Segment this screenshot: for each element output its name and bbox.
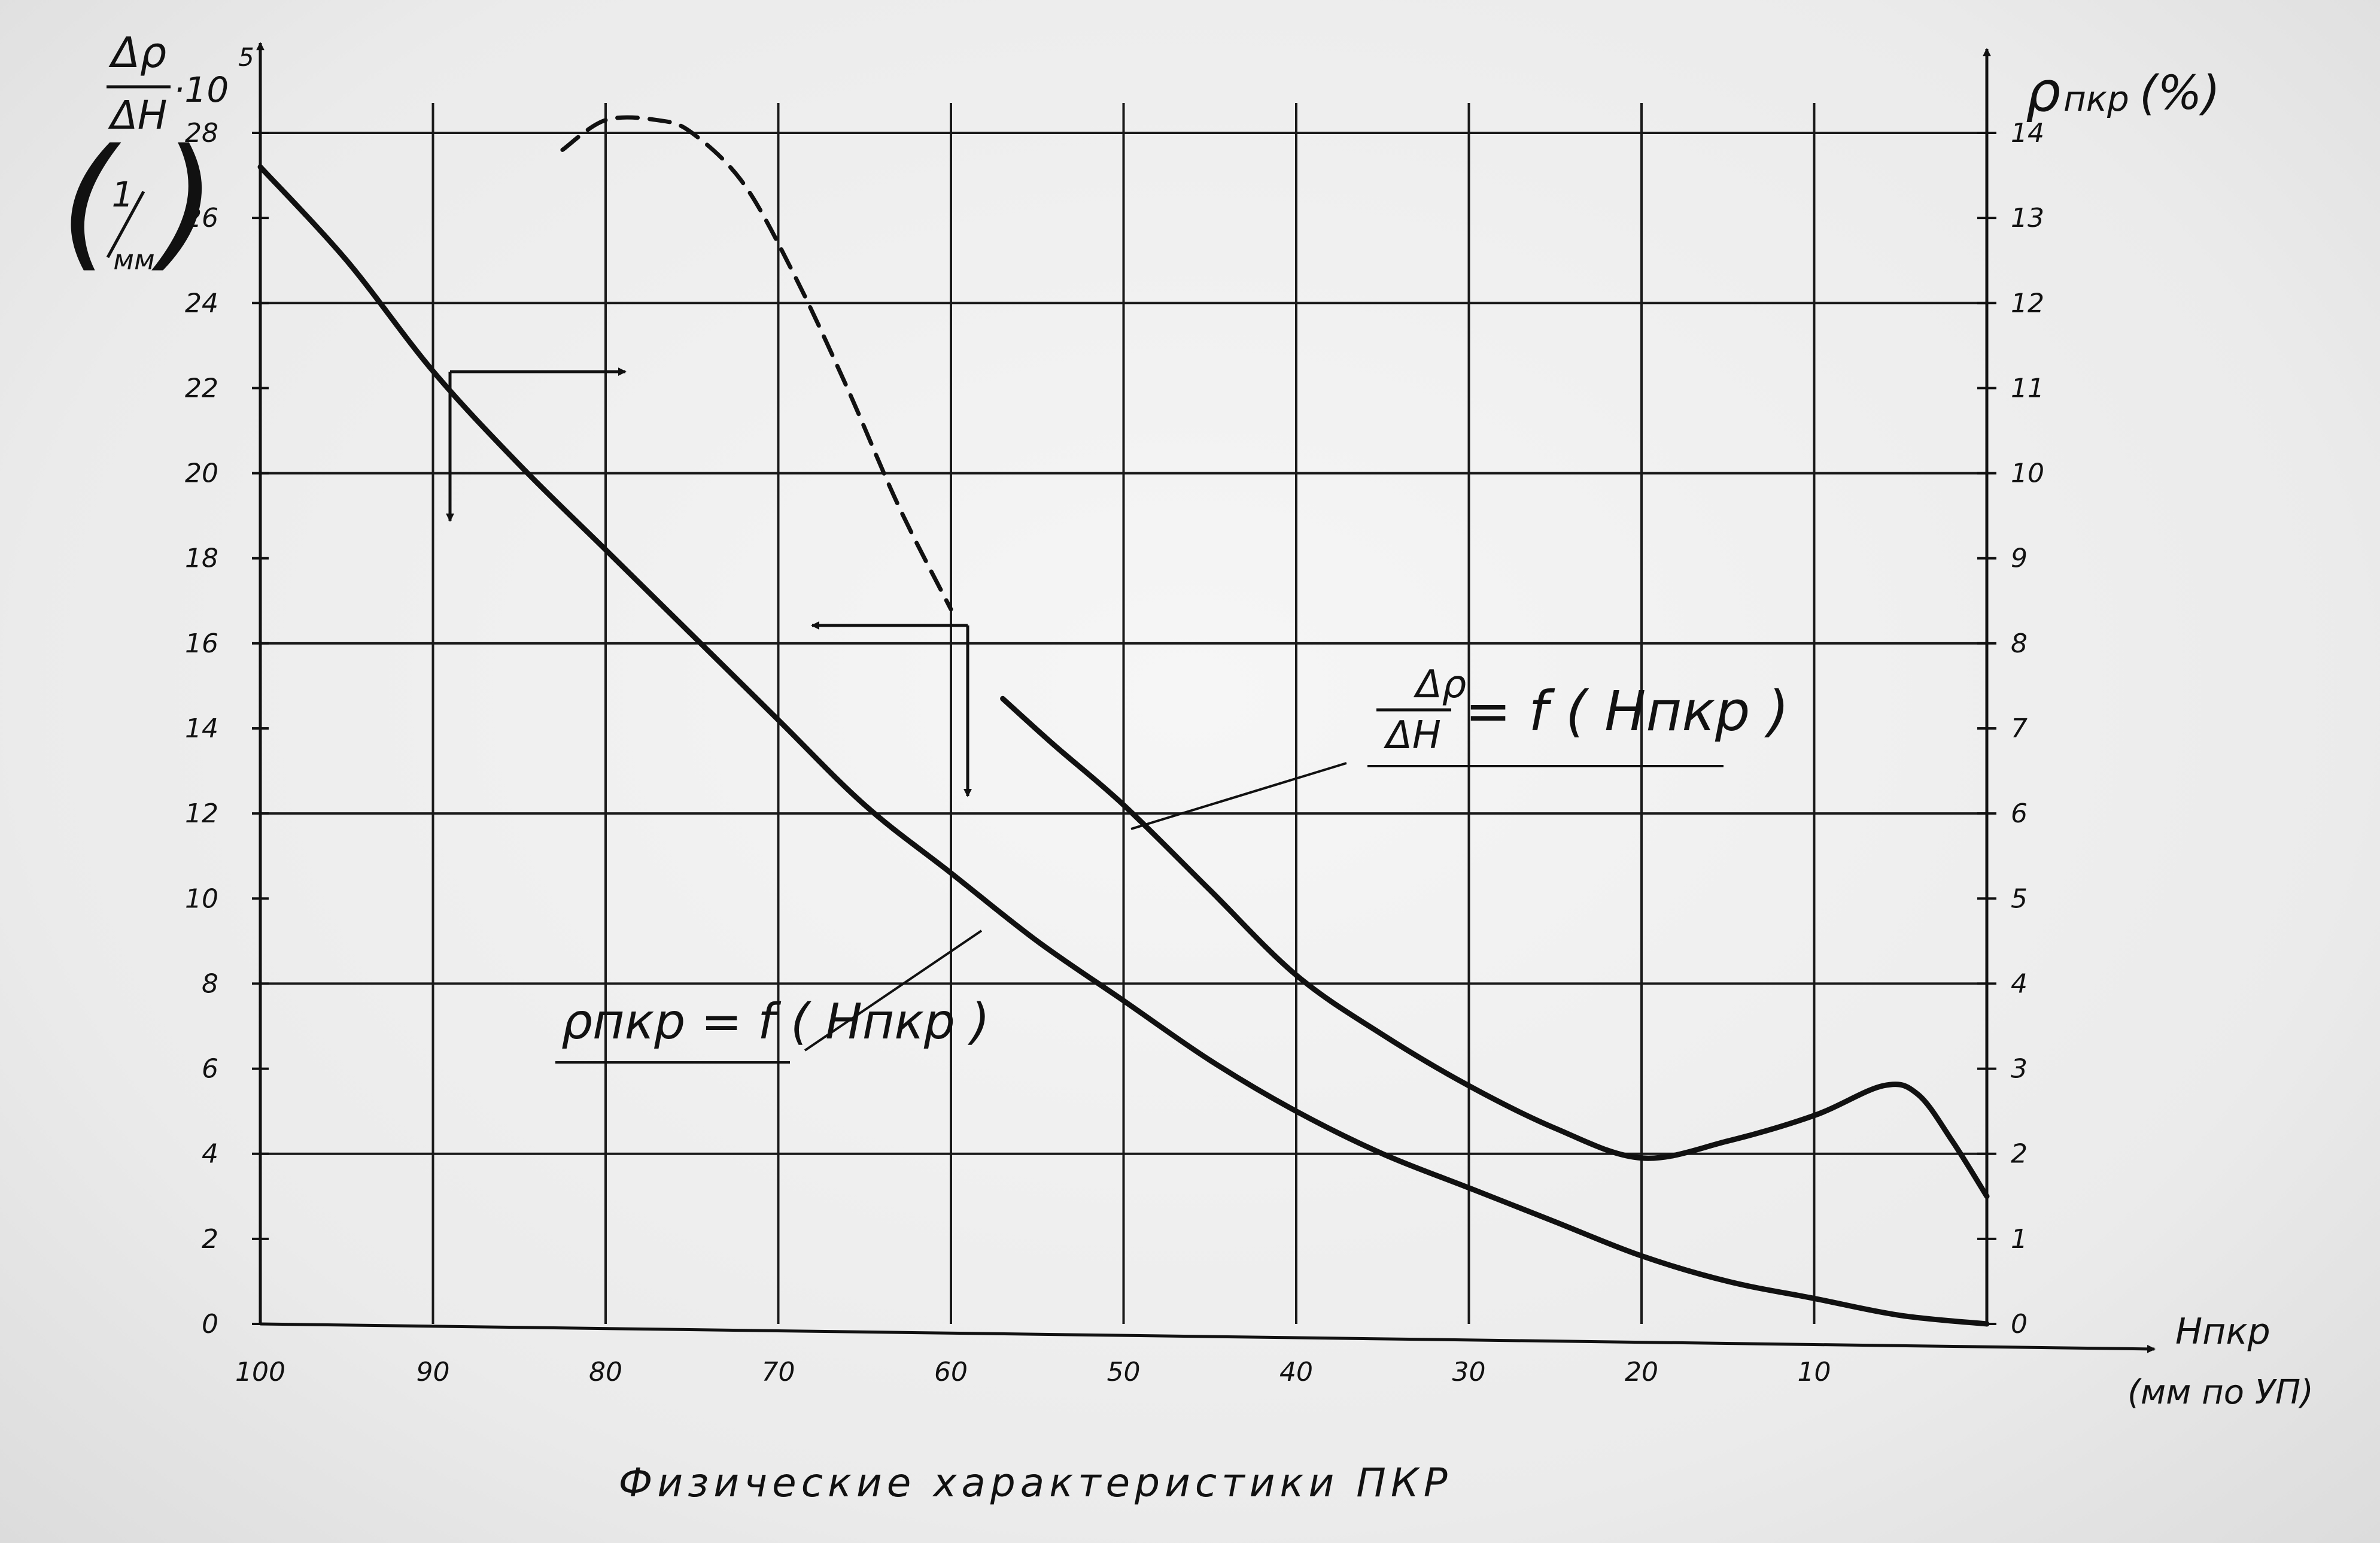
y-left-tick-label: 18: [185, 543, 218, 574]
series-label-rho: ρпкр = f ( Hпкр ): [555, 930, 990, 1064]
y-right-tick-label: 1: [2011, 1224, 2028, 1255]
y-right-unit: (%): [2139, 66, 2220, 120]
x-tick-label: 60: [934, 1357, 968, 1387]
y-right-tick-label: 9: [2011, 543, 2028, 574]
x-tick-labels: 100 90 80 70 60 50 40 30 20 10: [235, 1357, 1831, 1387]
x-axis-label: Hпкр (мм по УП): [2127, 1311, 2314, 1412]
series-label-derivative: Δρ ΔH = f ( Hпкр ): [1130, 663, 1789, 830]
y-left-factor: ·10: [174, 69, 229, 110]
label-rho: ρпкр = f ( Hпкр ): [561, 994, 990, 1050]
label-derivative-top: Δρ: [1413, 663, 1466, 707]
y-left-tick-label: 2: [202, 1224, 218, 1255]
annotations: Δρ ΔH = f ( Hпкр ) ρпкр = f ( Hпкр ) Δρ …: [60, 28, 2314, 1506]
x-tick-label: 20: [1625, 1357, 1658, 1387]
y-left-unit-bottom: мм: [113, 244, 154, 276]
y-left-exponent: 5: [238, 42, 254, 72]
chart-title: Физические характеристики ПКР: [618, 1460, 1452, 1506]
series-lines: [257, 115, 1990, 1327]
y-right-axis-label: ρ пкр (%): [2026, 60, 2220, 124]
series-line-rho: [257, 164, 1990, 1327]
y-left-tick-label: 6: [202, 1054, 218, 1085]
series-line-derivative: [1000, 695, 1990, 1199]
y-left-tick-label: 16: [185, 628, 218, 659]
y-right-tick-label: 11: [2011, 373, 2044, 403]
y-right-tick-label: 2: [2011, 1139, 2028, 1170]
label-derivative-bottom: ΔH: [1383, 713, 1441, 758]
y-left-tick-label: 24: [185, 288, 218, 318]
leader-line: [804, 930, 983, 1052]
y-right-tick-label: 12: [2011, 288, 2044, 318]
label-derivative-rhs: = f ( Hпкр ): [1465, 679, 1789, 743]
x-tick-label: 10: [1798, 1357, 1831, 1387]
x-label: Hпкр: [2175, 1311, 2270, 1353]
y-left-label-top: Δρ: [108, 28, 166, 77]
y-right-subscript: пкр: [2063, 78, 2129, 119]
y-left-unit-paren-close: ): [151, 118, 217, 285]
y-right-tick-label: 5: [2011, 883, 2028, 914]
x-tick-label: 70: [762, 1357, 795, 1387]
axes: [256, 42, 2156, 1353]
x-tick-label: 100: [235, 1357, 285, 1387]
y-right-tick-label: 0: [2011, 1309, 2028, 1340]
y-left-tick-label: 22: [185, 373, 218, 403]
y-right-tick-label: 14: [2011, 118, 2044, 148]
series-line-derivative-dashed: [560, 115, 953, 612]
y-left-tick-label: 20: [185, 458, 218, 489]
y-right-tick-label: 4: [2011, 968, 2028, 999]
y-left-tick-label: 0: [202, 1309, 218, 1340]
y-right-tick-label: 6: [2011, 798, 2028, 829]
y-left-tick-label: 8: [202, 968, 218, 999]
x-tick-label: 50: [1107, 1357, 1141, 1387]
y-left-tick-label: 28: [185, 118, 218, 148]
x-axis-line: [260, 1322, 2156, 1353]
y-right-tick-label: 10: [2011, 458, 2044, 489]
y-left-axis-label: Δρ ΔH ·10 5 ( 1 мм ): [60, 28, 254, 285]
x-tick-label: 90: [417, 1357, 450, 1387]
x-tick-label: 30: [1452, 1357, 1486, 1387]
y-right-tick-label: 3: [2011, 1054, 2028, 1085]
y-left-tick-label: 26: [185, 203, 218, 233]
y-left-tick-label: 4: [202, 1139, 218, 1170]
y-right-symbol: ρ: [2026, 60, 2060, 124]
y-left-tick-label: 10: [185, 883, 218, 914]
x-tick-label: 40: [1279, 1357, 1313, 1387]
y-right-tick-label: 8: [2011, 628, 2028, 659]
y-left-tick-label: 14: [185, 713, 218, 744]
leader-line: [1130, 762, 1347, 830]
y-left-unit-paren-open: (: [60, 118, 121, 285]
x-label-unit: (мм по УП): [2127, 1373, 2314, 1412]
y-left-tick-label: 12: [185, 798, 218, 829]
y-left-label-bottom: ΔH: [108, 92, 168, 138]
y-right-tick-label: 13: [2011, 203, 2044, 233]
y-right-tick-label: 7: [2011, 713, 2028, 744]
grid: [260, 103, 1987, 1324]
x-tick-label: 80: [589, 1357, 622, 1387]
y-left-unit-top: 1: [112, 174, 134, 215]
